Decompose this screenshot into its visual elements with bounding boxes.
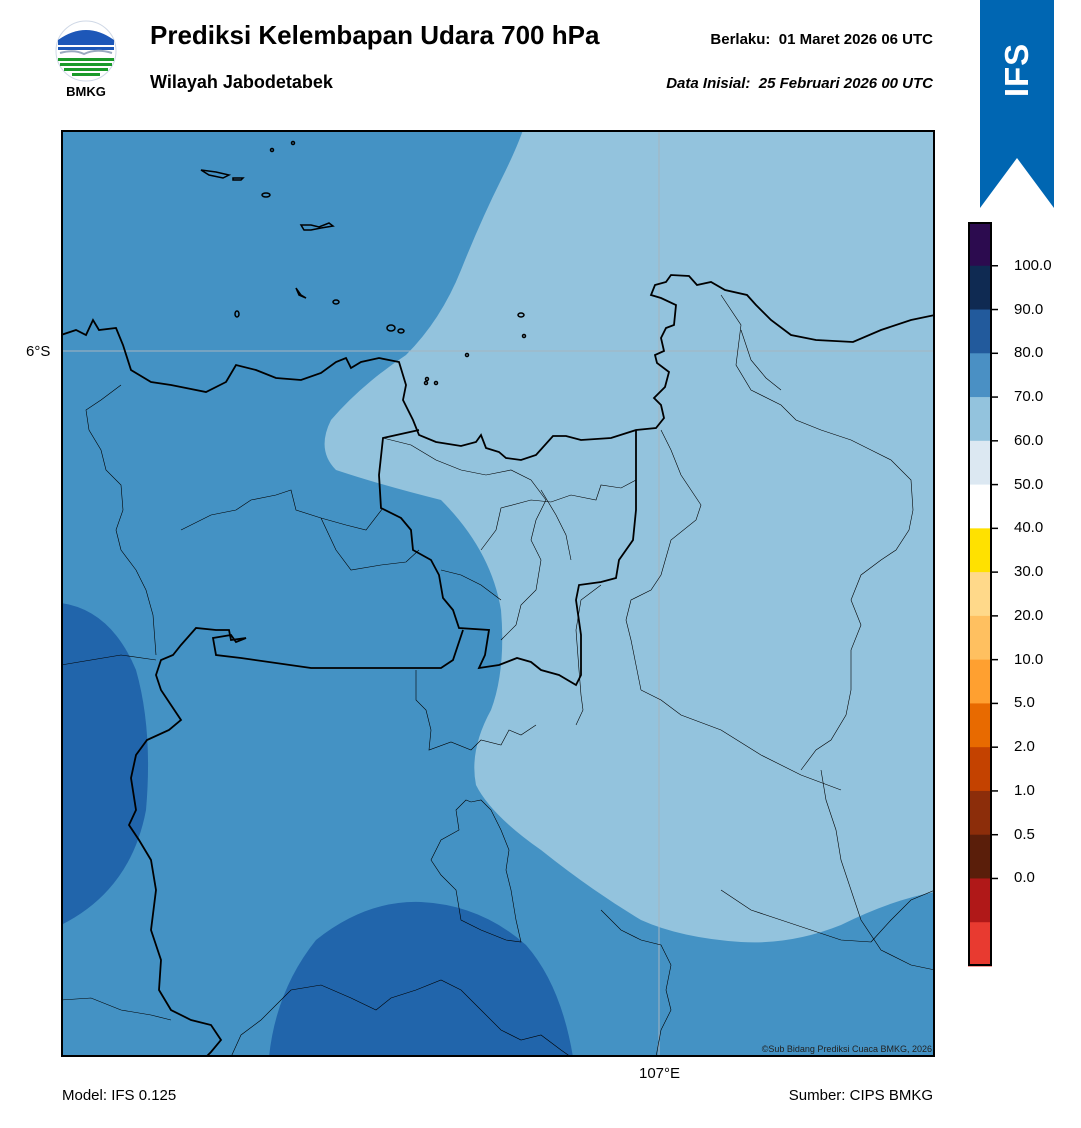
map-frame — [61, 130, 935, 1057]
humidity-60-70-region — [324, 130, 935, 943]
colorbar-segment — [968, 265, 992, 311]
colorbar-segment — [968, 747, 992, 792]
province-border-west — [127, 627, 464, 1057]
map-credit: ©Sub Bidang Prediksi Cuaca BMKG, 2026 — [761, 1044, 932, 1054]
colorbar-label: 5.0 — [1014, 694, 1035, 712]
colorbar-frame — [968, 222, 992, 966]
regency-borders — [61, 294, 935, 1057]
bmkg-emblem-icon — [55, 20, 117, 82]
colorbar-label: 1.0 — [1014, 781, 1035, 799]
colorbar-segment — [968, 834, 992, 879]
colorbar-label: 60.0 — [1014, 431, 1044, 449]
colorbar-label: 20.0 — [1014, 606, 1044, 624]
colorbar-label: 90.0 — [1014, 300, 1044, 318]
humidity-map — [61, 130, 935, 1057]
colorbar-segment — [968, 615, 992, 661]
logo-text: BMKG — [66, 84, 106, 99]
humidity-80-90-region-west — [61, 603, 149, 925]
colorbar-segment — [968, 484, 992, 529]
initial-data-time: Data Inisial: 25 Februari 2026 00 UTC — [666, 75, 933, 92]
valid-time: Berlaku: 01 Maret 2026 06 UTC — [710, 31, 933, 48]
colorbar-segment — [968, 440, 992, 486]
colorbar-segment — [968, 353, 992, 398]
colorbar-label: 0.0 — [1014, 869, 1035, 887]
longitude-label: 107°E — [639, 1065, 681, 1082]
colorbar-segment — [968, 703, 992, 748]
bmkg-logo: BMKG — [50, 18, 122, 104]
colorbar-label: 30.0 — [1014, 563, 1044, 581]
colorbar-segment — [968, 572, 992, 617]
colorbar-segment — [968, 790, 992, 836]
thousand-islands — [200, 140, 527, 386]
colorbar-label: 50.0 — [1014, 475, 1044, 493]
colorbar-label: 40.0 — [1014, 519, 1044, 537]
colorbar-segment — [968, 309, 992, 354]
colorbar-label: 0.5 — [1014, 825, 1035, 843]
colorbar-segment — [968, 397, 992, 442]
colorbar-segment — [968, 222, 992, 267]
page-title: Prediksi Kelembapan Udara 700 hPa — [150, 20, 600, 50]
ifs-badge-label: IFS — [998, 42, 1035, 98]
java-north-coastline — [61, 274, 935, 461]
colorbar-label: 2.0 — [1014, 738, 1035, 756]
model-label: Model: IFS 0.125 — [62, 1087, 177, 1104]
colorbar-segment — [968, 528, 992, 573]
colorbar-segment — [968, 659, 992, 704]
source-label: Sumber: CIPS BMKG — [788, 1087, 933, 1104]
humidity-80-90-region-south — [269, 901, 573, 1057]
colorbar-label: 70.0 — [1014, 388, 1044, 406]
colorbar-segment — [968, 878, 992, 923]
colorbar-label: 80.0 — [1014, 344, 1044, 362]
ifs-badge-text-wrap: IFS — [980, 0, 1054, 140]
ifs-badge — [980, 0, 1054, 208]
province-border — [378, 429, 637, 687]
colorbar-segment — [968, 922, 992, 967]
humidity-colorbar — [968, 222, 998, 967]
colorbar-label: 100.0 — [1014, 256, 1052, 274]
region-subtitle: Wilayah Jabodetabek — [150, 72, 333, 92]
latitude-label: 6°S — [26, 343, 51, 360]
colorbar-label: 10.0 — [1014, 650, 1044, 668]
